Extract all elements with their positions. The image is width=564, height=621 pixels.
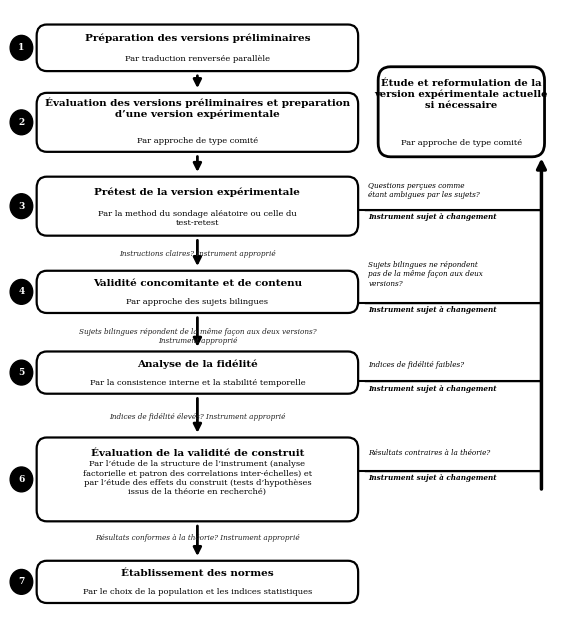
Circle shape bbox=[10, 467, 33, 492]
Text: Instrument sujet à changement: Instrument sujet à changement bbox=[368, 214, 497, 221]
FancyBboxPatch shape bbox=[37, 24, 358, 71]
Text: Par approche des sujets bilingues: Par approche des sujets bilingues bbox=[126, 299, 268, 306]
Circle shape bbox=[10, 360, 33, 385]
Text: Analyse de la fidélité: Analyse de la fidélité bbox=[137, 360, 258, 369]
Text: Indices de fidélité élevés? Instrument approprié: Indices de fidélité élevés? Instrument a… bbox=[109, 414, 285, 421]
Text: Instrument sujet à changement: Instrument sujet à changement bbox=[368, 474, 497, 482]
Text: Instrument sujet à changement: Instrument sujet à changement bbox=[368, 307, 497, 314]
Text: Résultats contraires à la théorie?: Résultats contraires à la théorie? bbox=[368, 450, 491, 457]
Text: Résultats conformes à la théorie? Instrument approprié: Résultats conformes à la théorie? Instru… bbox=[95, 535, 299, 542]
Text: Par la consistence interne et la stabilité temporelle: Par la consistence interne et la stabili… bbox=[90, 379, 305, 387]
Text: 2: 2 bbox=[18, 118, 25, 127]
Circle shape bbox=[10, 569, 33, 594]
Text: 3: 3 bbox=[18, 202, 25, 211]
Text: Instructions claires? Instrument approprié: Instructions claires? Instrument appropr… bbox=[119, 250, 276, 258]
Text: Prétest de la version expérimentale: Prétest de la version expérimentale bbox=[94, 188, 301, 197]
Text: 7: 7 bbox=[18, 578, 25, 586]
Text: Évaluation des versions préliminaires et preparation
d’une version expérimentale: Évaluation des versions préliminaires et… bbox=[45, 98, 350, 119]
Text: Préparation des versions préliminaires: Préparation des versions préliminaires bbox=[85, 33, 310, 43]
FancyBboxPatch shape bbox=[37, 561, 358, 603]
Circle shape bbox=[10, 279, 33, 304]
Text: Par la method du sondage aléatoire ou celle du
test-retest: Par la method du sondage aléatoire ou ce… bbox=[98, 210, 297, 227]
Text: Par approche de type comité: Par approche de type comité bbox=[401, 139, 522, 147]
Text: Par le choix de la population et les indices statistiques: Par le choix de la population et les ind… bbox=[83, 589, 312, 596]
Text: Par l’étude de la structure de l’instrument (analyse
factorielle et patron des c: Par l’étude de la structure de l’instrum… bbox=[83, 460, 312, 496]
Text: Par traduction renversée parallèle: Par traduction renversée parallèle bbox=[125, 55, 270, 63]
Circle shape bbox=[10, 110, 33, 135]
Text: Sujets bilingues répondent de la même façon aux deux versions?
Instrument approp: Sujets bilingues répondent de la même fa… bbox=[78, 328, 316, 345]
Text: Par approche de type comité: Par approche de type comité bbox=[137, 137, 258, 145]
Text: Questions perçues comme
étant ambigues par les sujets?: Questions perçues comme étant ambigues p… bbox=[368, 182, 480, 199]
FancyBboxPatch shape bbox=[37, 351, 358, 394]
FancyBboxPatch shape bbox=[378, 67, 545, 157]
Text: Instrument sujet à changement: Instrument sujet à changement bbox=[368, 386, 497, 393]
Text: 1: 1 bbox=[18, 43, 25, 52]
Text: Sujets bilingues ne répondent
pas de la même façon aux deux
versions?: Sujets bilingues ne répondent pas de la … bbox=[368, 261, 483, 288]
Text: Établissement des normes: Établissement des normes bbox=[121, 569, 274, 578]
Text: Validité concomitante et de contenu: Validité concomitante et de contenu bbox=[93, 279, 302, 288]
Text: Évaluation de la validité de construit: Évaluation de la validité de construit bbox=[91, 449, 304, 458]
Text: Indices de fidélité faibles?: Indices de fidélité faibles? bbox=[368, 361, 464, 368]
FancyBboxPatch shape bbox=[37, 176, 358, 235]
Circle shape bbox=[10, 194, 33, 219]
FancyBboxPatch shape bbox=[37, 93, 358, 152]
Text: 5: 5 bbox=[18, 368, 25, 377]
Text: 6: 6 bbox=[18, 475, 25, 484]
FancyBboxPatch shape bbox=[37, 271, 358, 313]
Circle shape bbox=[10, 35, 33, 60]
FancyBboxPatch shape bbox=[37, 437, 358, 522]
Text: Étude et reformulation de la
version expérimentale actuelle
si nécessaire: Étude et reformulation de la version exp… bbox=[374, 79, 548, 109]
Text: 4: 4 bbox=[18, 288, 25, 296]
